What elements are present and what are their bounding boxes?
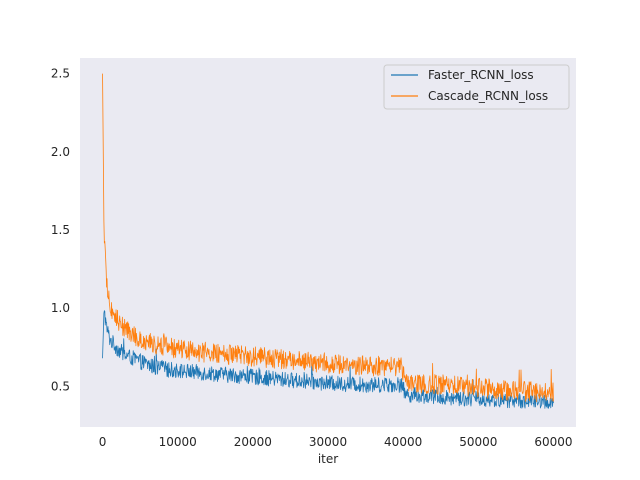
legend-label-faster: Faster_RCNN_loss: [428, 68, 534, 82]
x-tick-label: 20000: [234, 435, 272, 449]
legend-label-cascade: Cascade_RCNN_loss: [428, 89, 548, 103]
series-group: [102, 73, 554, 409]
x-tick-label: 50000: [459, 435, 497, 449]
series-line-cascade-rcnn: [102, 73, 554, 403]
x-tick-label: 10000: [159, 435, 197, 449]
y-tick-label: 0.5: [51, 379, 70, 393]
y-tick-label: 1.0: [51, 301, 70, 315]
x-axis-ticks: 0 10000 20000 30000 40000 50000 60000: [99, 435, 573, 449]
legend-box: [383, 64, 570, 110]
x-tick-label: 0: [99, 435, 107, 449]
y-tick-label: 1.5: [51, 223, 70, 237]
x-axis-label: iter: [318, 452, 338, 466]
x-tick-label: 60000: [534, 435, 572, 449]
plot-background: [80, 58, 576, 427]
y-tick-label: 2.5: [51, 67, 70, 81]
y-tick-label: 2.0: [51, 145, 70, 159]
y-axis-ticks: 0.5 1.0 1.5 2.0 2.5: [51, 67, 70, 394]
x-tick-label: 40000: [384, 435, 422, 449]
x-tick-label: 30000: [309, 435, 347, 449]
legend: Faster_RCNN_loss Cascade_RCNN_loss: [383, 64, 570, 110]
